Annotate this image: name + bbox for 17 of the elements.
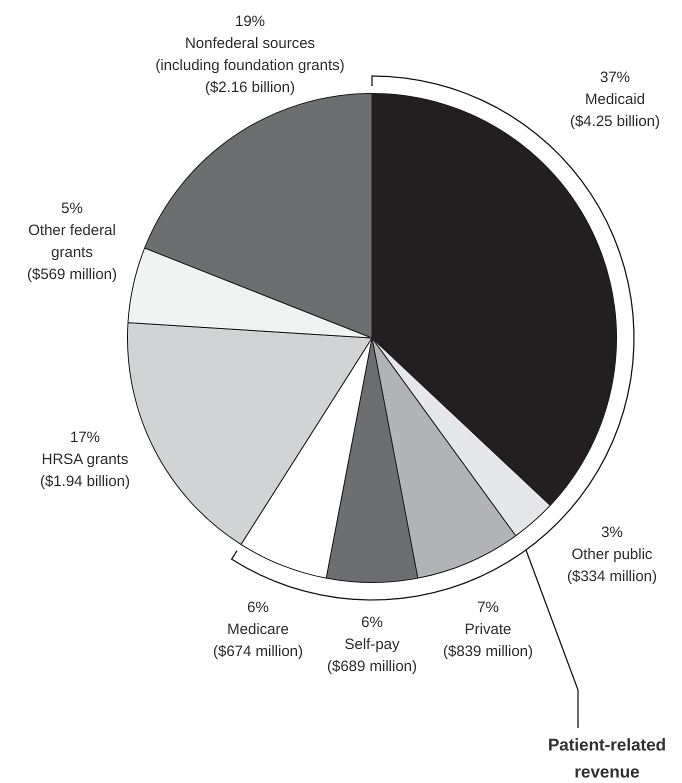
data-label: 3% bbox=[601, 524, 623, 542]
slice-label: Nonfederal sources (including foundation grants) ($2.16 billion) bbox=[155, 35, 345, 96]
slice-label: Private ($839 million) bbox=[442, 621, 534, 660]
slice-label: HRSA grants ($1.94 billion) bbox=[40, 451, 130, 490]
data-label: 7% bbox=[477, 599, 499, 616]
slice-label: Medicaid ($4.25 billion) bbox=[570, 91, 660, 130]
data-label: 6% bbox=[361, 614, 383, 632]
slice-label: Self-pay ($689 million) bbox=[326, 636, 418, 676]
slice-label: Other federal grants ($569 million) bbox=[26, 222, 118, 284]
text: Patient-related revenue bbox=[548, 736, 666, 782]
slice-label: Medicare ($674 million) bbox=[212, 621, 304, 660]
slice-label: Other public ($334 million) bbox=[566, 546, 658, 586]
data-label: 5% bbox=[61, 200, 83, 218]
data-label: 19% bbox=[234, 13, 266, 30]
data-label: 6% bbox=[247, 599, 269, 616]
data-label: 37% bbox=[600, 69, 630, 86]
data-label: 17% bbox=[70, 429, 100, 446]
